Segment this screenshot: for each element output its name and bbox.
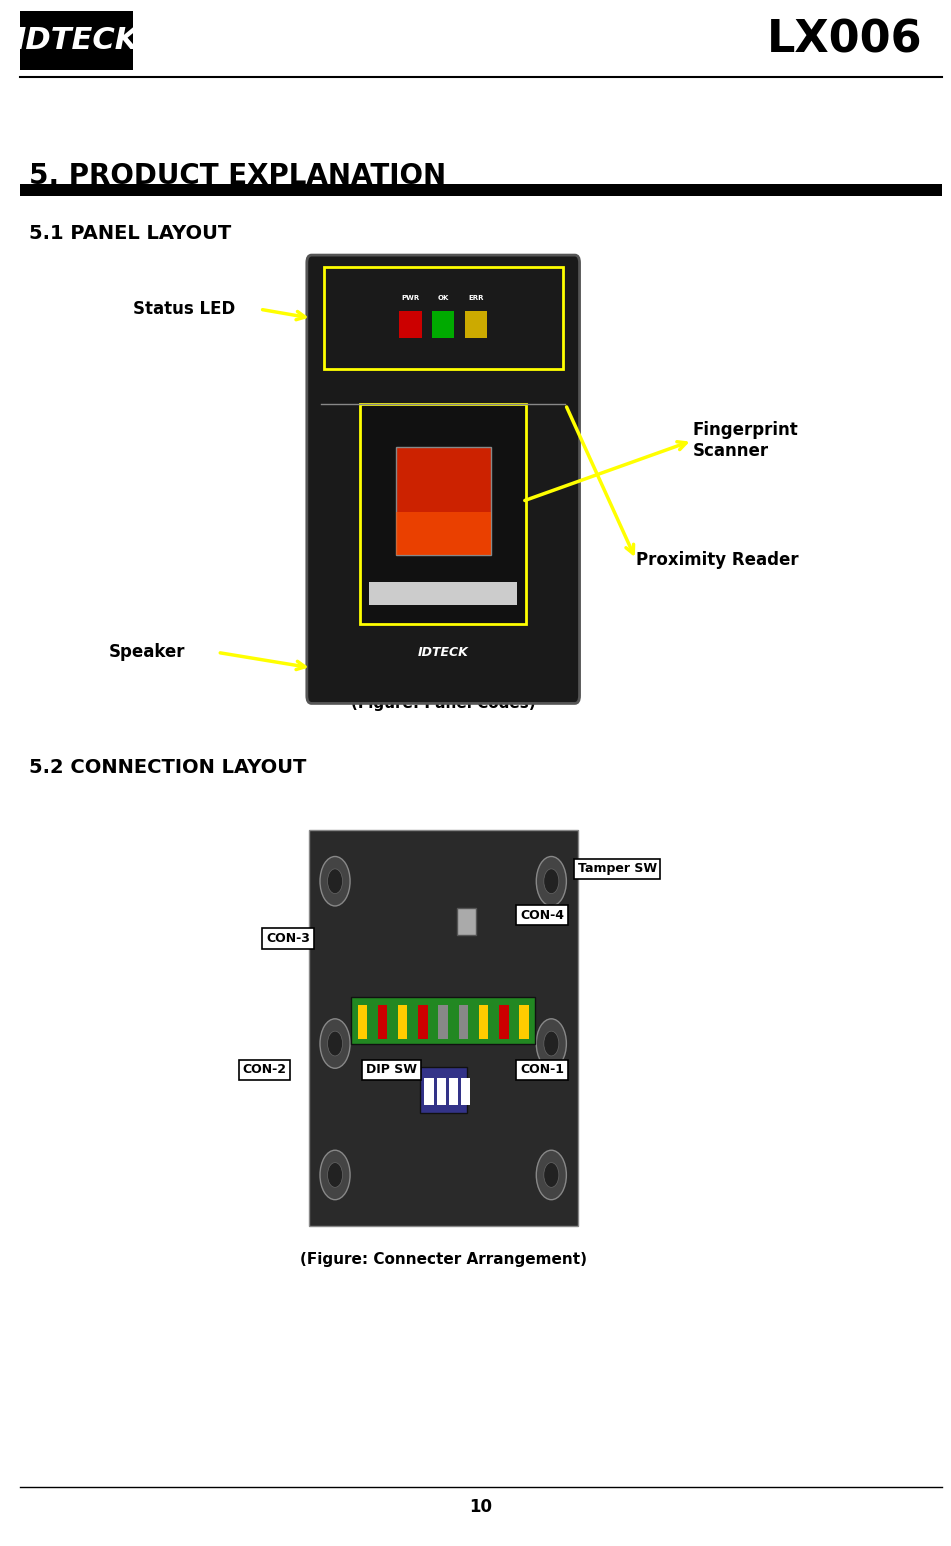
Text: CON-3: CON-3 <box>266 932 310 945</box>
Bar <box>20 184 941 196</box>
Bar <box>519 1005 529 1039</box>
FancyBboxPatch shape <box>307 255 579 703</box>
Bar <box>369 583 517 606</box>
Bar <box>399 311 421 339</box>
Circle shape <box>536 1150 567 1200</box>
Circle shape <box>327 1031 342 1056</box>
Bar <box>449 1078 458 1105</box>
Text: Fingerprint
Scanner: Fingerprint Scanner <box>692 421 798 461</box>
Text: CON-2: CON-2 <box>243 1064 286 1076</box>
Text: PWR: PWR <box>401 295 419 301</box>
Bar <box>398 1005 407 1039</box>
Bar <box>419 1067 467 1113</box>
Bar <box>424 1078 434 1105</box>
Text: 5.2 CONNECTION LAYOUT: 5.2 CONNECTION LAYOUT <box>29 758 307 776</box>
Bar <box>499 1005 509 1039</box>
FancyBboxPatch shape <box>323 267 563 369</box>
Text: LX006: LX006 <box>767 19 922 62</box>
Text: Tamper SW: Tamper SW <box>577 863 657 875</box>
FancyBboxPatch shape <box>309 830 577 1226</box>
Circle shape <box>544 1031 559 1056</box>
Circle shape <box>320 856 350 906</box>
Bar <box>378 1005 387 1039</box>
Text: DIP SW: DIP SW <box>366 1064 417 1076</box>
Text: Proximity Reader: Proximity Reader <box>636 550 799 569</box>
Bar <box>358 1005 367 1039</box>
Text: 5. PRODUCT EXPLANATION: 5. PRODUCT EXPLANATION <box>29 162 447 190</box>
Circle shape <box>327 869 342 894</box>
FancyBboxPatch shape <box>20 11 133 70</box>
Circle shape <box>320 1150 350 1200</box>
Text: Speaker: Speaker <box>108 643 185 662</box>
Bar <box>461 1078 471 1105</box>
Bar <box>351 997 535 1044</box>
FancyBboxPatch shape <box>360 404 526 625</box>
Text: Status LED: Status LED <box>133 300 236 318</box>
Bar <box>457 908 476 935</box>
Circle shape <box>544 869 559 894</box>
Circle shape <box>327 1163 342 1187</box>
Text: (Figure: Connecter Arrangement): (Figure: Connecter Arrangement) <box>300 1252 587 1268</box>
Bar <box>418 1005 428 1039</box>
Text: CON-4: CON-4 <box>520 909 564 921</box>
Bar <box>396 512 491 555</box>
Text: IDTECK: IDTECK <box>14 26 139 54</box>
Bar <box>465 311 487 339</box>
Bar <box>432 311 455 339</box>
Bar <box>458 1005 468 1039</box>
Text: 5.1 PANEL LAYOUT: 5.1 PANEL LAYOUT <box>29 224 232 243</box>
Text: (Figure: Panel Codes): (Figure: Panel Codes) <box>351 696 535 711</box>
Bar <box>479 1005 488 1039</box>
Bar <box>438 1005 448 1039</box>
Text: 10: 10 <box>469 1498 493 1517</box>
Bar <box>437 1078 446 1105</box>
Text: CON-1: CON-1 <box>520 1064 564 1076</box>
Circle shape <box>536 856 567 906</box>
Circle shape <box>544 1163 559 1187</box>
Circle shape <box>320 1019 350 1068</box>
Circle shape <box>536 1019 567 1068</box>
Text: OK: OK <box>437 295 449 301</box>
Bar <box>396 447 491 555</box>
Text: ERR: ERR <box>468 295 484 301</box>
Text: IDTECK: IDTECK <box>417 646 469 659</box>
